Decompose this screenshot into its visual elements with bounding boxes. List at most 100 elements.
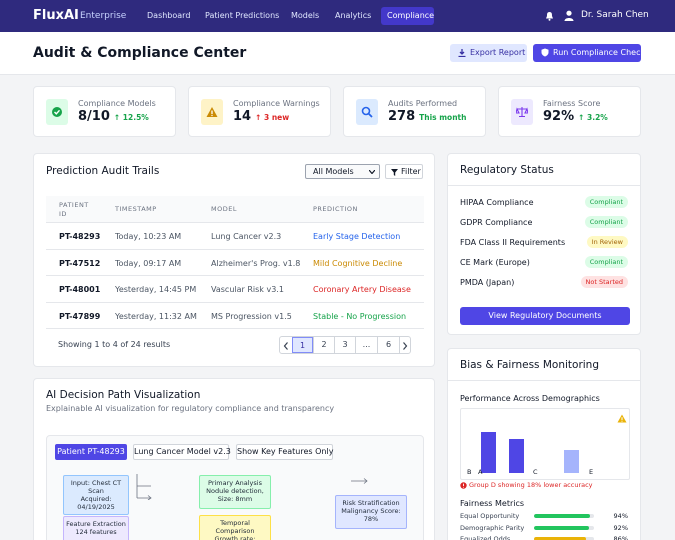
table-cell: Early Stage Detection [313, 232, 401, 241]
status-badge: In Review [586, 236, 628, 248]
node-detail: Growth rate: [214, 535, 256, 540]
metric-value: 94% [613, 512, 628, 520]
metric-name: Equal Opportunity [460, 512, 520, 520]
table-cell: Coronary Artery Disease [313, 285, 411, 294]
column-header: TIMESTAMP [115, 205, 157, 213]
export-label[interactable]: Export Report [470, 48, 526, 57]
page-button[interactable]: 1 [292, 337, 313, 353]
stat-icon [206, 107, 218, 117]
pagination: 1 2 3... 6 [279, 336, 411, 354]
table-header-bg [46, 196, 424, 223]
prev-page [283, 342, 288, 350]
page-button[interactable]: 6 [377, 337, 399, 353]
stat-icon-box [201, 99, 223, 125]
icon-shape [621, 420, 623, 422]
top-nav: FluxAI Enterprise Dashboard Patient Predict… [0, 0, 675, 32]
table-cell: PT-47512 [59, 258, 101, 268]
bias-card: Bias & Fairness Monitoring Performance Ac… [447, 348, 641, 540]
stat-label: Compliance Warnings [233, 99, 320, 108]
table-cell: Yesterday, 11:32 AM [115, 311, 197, 321]
table-cell: Stable - No Progression [313, 311, 407, 321]
alert-icon [460, 482, 467, 489]
nav-item[interactable]: Patient Predictions [205, 11, 280, 20]
model-select-label[interactable]: All Models [313, 167, 354, 176]
page-button[interactable]: 2 [313, 337, 334, 353]
node-detail: 124 features [75, 528, 117, 536]
node-title: Primary Analysis [208, 479, 262, 487]
nav-item[interactable]: Compliance [387, 11, 435, 20]
stat-icon-box [356, 99, 378, 125]
decision-toggle[interactable]: Patient PT-48293 [55, 444, 127, 460]
table-row: PT-48001 Yesterday, 14:45 PM Vascular Risk… [46, 276, 424, 303]
node-title: Risk Stratification [342, 499, 400, 507]
page-button[interactable]: 3 [334, 337, 355, 353]
user-name[interactable]: Dr. Sarah Chen [581, 10, 649, 20]
node-detail: Nodule detection, Size: 8mm [206, 487, 264, 503]
icon-shape [351, 478, 368, 484]
group-label: B [467, 468, 472, 476]
stat-value: 8/10 [78, 109, 110, 124]
stat-delta: ↑ 12.5% [113, 113, 149, 122]
table-cell: Today, 10:23 AM [115, 232, 182, 241]
table-cell: Today, 09:17 AM [115, 258, 182, 268]
bar [509, 439, 524, 473]
regulatory-card: Regulatory Status HIPAA Compliance Complia… [447, 153, 641, 335]
stat-value-row: 14 ↑ 3 new [233, 109, 289, 125]
run-check-button[interactable]: Run Compliance Check [533, 44, 645, 62]
stat-value: 278 [388, 109, 416, 124]
filter-button[interactable]: Filter [385, 164, 423, 179]
status-badge: Compliant [584, 216, 628, 228]
metric-value: 92% [613, 523, 628, 532]
table-cell: Lung Cancer v2.3 [211, 232, 282, 241]
group-label: E [589, 468, 594, 476]
regulation-name: HIPAA Compliance [460, 198, 534, 207]
table-cell: Alzheimer's Prog. v1.8 [211, 258, 301, 268]
metric-fill [534, 514, 591, 518]
next-page [403, 342, 408, 350]
decision-toggle[interactable]: Lung Cancer Model v2.3 [133, 444, 231, 460]
stat-value-row: 8/10 ↑ 12.5% [78, 109, 149, 125]
decision-node: Input: Chest CT Scan Acquired: 04/19/2025 [63, 475, 129, 515]
status-badge: Not Started [580, 276, 628, 288]
stat-delta: ↑ 3.2% [578, 113, 608, 122]
regulation-name: CE Mark (Europe) [460, 258, 530, 267]
table-row: PT-47512 Today, 09:17 AM Alzheimer's Prog.… [46, 250, 424, 276]
icon-shape [391, 169, 398, 176]
export-button[interactable]: Export Report [450, 44, 527, 62]
bar [564, 449, 579, 473]
decision-node: Risk Stratification Malignancy Score: 78% [335, 495, 407, 529]
nav-item[interactable]: Analytics [335, 11, 372, 20]
decision-title: AI Decision Path Visualization [46, 389, 201, 401]
page-header: Audit & Compliance Center Export Report Ru… [0, 32, 675, 75]
stat-icon [361, 106, 373, 118]
filter-label[interactable]: Filter [401, 167, 421, 176]
node-detail: Malignancy Score: 78% [341, 507, 401, 523]
arrow [351, 478, 368, 484]
table-row: PT-47899 Yesterday, 11:32 AM MS Progressio… [46, 303, 424, 329]
stat-delta: ↑ 3 new [255, 113, 290, 122]
bias-alert: Group D showing 18% lower accuracy [469, 481, 593, 489]
documents-button[interactable]: View Regulatory Documents [460, 307, 630, 325]
decision-subtitle: Explainable AI visualization for regulat… [46, 404, 335, 413]
decision-toggle[interactable]: Show Key Features Only [236, 444, 333, 460]
regulation-name: GDPR Compliance [460, 218, 533, 227]
page-button[interactable]: ... [355, 337, 377, 353]
audit-title: Prediction Audit Trails [46, 165, 160, 177]
icon-shape [369, 170, 375, 174]
table-cell: Mild Cognitive Decline [313, 258, 403, 268]
audit-table: PATIENT ID TIMESTAMP MODEL PREDICTION PT-482… [46, 196, 424, 330]
group-label: A [478, 468, 483, 476]
brand-edition: Enterprise [80, 11, 127, 21]
nav-item[interactable]: Dashboard [147, 11, 191, 20]
metric-name: Equalized Odds [460, 535, 511, 540]
brand: FluxAI [33, 8, 79, 23]
model-select[interactable]: All Models [305, 164, 380, 179]
stat-label: Fairness Score [543, 99, 601, 108]
run-check-label[interactable]: Run Compliance Check [553, 48, 646, 57]
chart-warning [617, 414, 627, 423]
nav-item[interactable]: Models [291, 11, 320, 20]
bell-icon [546, 12, 553, 21]
icon-shape [546, 12, 553, 19]
table-row: PT-48293 Today, 10:23 AM Lung Cancer v2.3 E… [46, 223, 424, 250]
